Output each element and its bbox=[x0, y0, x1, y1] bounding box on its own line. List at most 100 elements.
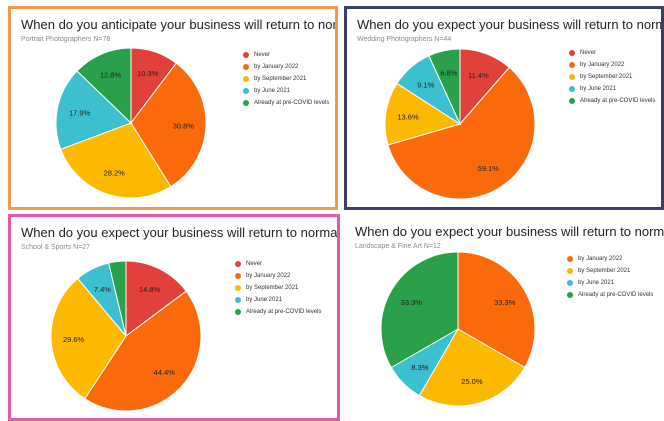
legend-swatch-icon bbox=[567, 292, 573, 298]
legend-item-by-january-2022: by January 2022 bbox=[235, 270, 321, 282]
legend-item-by-september-2021: by September 2021 bbox=[569, 71, 655, 83]
legend-item-never: Never bbox=[235, 258, 321, 270]
pie-slice-already-at-pre-covid-levels bbox=[108, 260, 127, 337]
legend-label: Never bbox=[580, 50, 597, 56]
pie-chart: 10.3% 30.8% 28.2% 17.9% 12.8% bbox=[55, 47, 207, 199]
slice-label: 14.8% bbox=[139, 285, 161, 294]
chart-panel-landscape: When do you expect your business will re… bbox=[344, 214, 664, 421]
legend-swatch-icon bbox=[235, 309, 241, 315]
chart-subtitle: Wedding Photographers N=44 bbox=[357, 36, 452, 43]
legend-swatch-icon bbox=[567, 268, 573, 274]
legend-label: Already at pre-COVID levels bbox=[246, 309, 322, 315]
legend-label: by September 2021 bbox=[578, 268, 631, 274]
legend-swatch-icon bbox=[569, 86, 575, 92]
pie-slice-by-january-2022 bbox=[387, 66, 536, 200]
legend-item-by-january-2022: by January 2022 bbox=[569, 59, 655, 71]
legend-item-by-september-2021: by September 2021 bbox=[243, 73, 329, 85]
legend-swatch-icon bbox=[243, 64, 249, 70]
legend-item-never: Never bbox=[243, 49, 329, 61]
legend-swatch-icon bbox=[569, 98, 575, 104]
legend-label: by September 2021 bbox=[580, 74, 633, 80]
pie-chart: 11.4% 59.1% 13.6% 9.1% 6.8% bbox=[384, 48, 536, 200]
slice-label: 7.4% bbox=[94, 285, 111, 294]
legend-item-by-september-2021: by September 2021 bbox=[235, 282, 321, 294]
legend: by January 2022 by September 2021 by June … bbox=[567, 253, 653, 301]
slice-label: 8.3% bbox=[411, 363, 428, 372]
legend-label: by January 2022 bbox=[578, 256, 623, 262]
pie-chart: 33.3% 25.0% 8.3% 33.3% bbox=[380, 251, 536, 407]
pie-slice-by-january-2022 bbox=[457, 251, 536, 369]
slice-label: 59.1% bbox=[478, 164, 500, 173]
legend-item-already-at-pre-covid-levels: Already at pre-COVID levels bbox=[567, 289, 653, 301]
slice-label: 25.0% bbox=[461, 377, 483, 386]
slice-label: 13.6% bbox=[397, 112, 419, 121]
pie-chart: 14.8% 44.4% 29.6% 7.4% bbox=[50, 260, 202, 412]
legend: Never by January 2022 by September 2021 by … bbox=[235, 258, 321, 318]
legend-swatch-icon bbox=[569, 74, 575, 80]
chart-subtitle: School & Sports N=27 bbox=[21, 244, 91, 251]
chart-panel-wedding: When do you expect your business will re… bbox=[344, 6, 664, 210]
legend-item-already-at-pre-covid-levels: Already at pre-COVID levels bbox=[569, 95, 655, 107]
pie-slice-never bbox=[125, 260, 187, 337]
legend: Never by January 2022 by September 2021 by … bbox=[243, 49, 329, 109]
pie-slice-already-at-pre-covid-levels bbox=[380, 251, 459, 369]
legend-item-by-january-2022: by January 2022 bbox=[567, 253, 653, 265]
chart-subtitle: Landscape & Fine Art N=12 bbox=[355, 243, 441, 250]
slice-label: 9.1% bbox=[417, 80, 434, 89]
chart-panel-school-sports: When do you expect your business will re… bbox=[8, 214, 340, 421]
legend-swatch-icon bbox=[243, 88, 249, 94]
legend-label: by June 2021 bbox=[578, 280, 615, 286]
chart-subtitle: Portrait Photographers N=78 bbox=[21, 36, 111, 43]
legend-label: by September 2021 bbox=[246, 285, 299, 291]
chart-panel-portrait: When do you anticipate your business wil… bbox=[8, 6, 338, 210]
legend-item-by-september-2021: by September 2021 bbox=[567, 265, 653, 277]
slice-label: 30.8% bbox=[173, 121, 195, 130]
legend-item-by-june-2021: by June 2021 bbox=[567, 277, 653, 289]
pie-slice-by-september-2021 bbox=[418, 328, 526, 407]
legend-label: by September 2021 bbox=[254, 76, 307, 82]
legend-swatch-icon bbox=[567, 280, 573, 286]
slice-label: 33.3% bbox=[401, 298, 423, 307]
legend-swatch-icon bbox=[235, 261, 241, 267]
slice-label: 17.9% bbox=[69, 108, 91, 117]
legend-item-never: Never bbox=[569, 47, 655, 59]
legend-swatch-icon bbox=[569, 62, 575, 68]
chart-title: When do you expect your business will re… bbox=[355, 224, 664, 239]
slice-label: 44.4% bbox=[154, 368, 176, 377]
slice-label: 33.3% bbox=[494, 298, 516, 307]
slice-label: 28.2% bbox=[104, 169, 126, 178]
legend-label: by January 2022 bbox=[580, 62, 625, 68]
legend-swatch-icon bbox=[567, 256, 573, 262]
slice-label: 11.4% bbox=[468, 71, 489, 80]
legend-label: by June 2021 bbox=[246, 297, 283, 303]
pie-slice-by-september-2021 bbox=[60, 122, 172, 199]
pie-slice-by-september-2021 bbox=[50, 277, 127, 400]
legend-label: Already at pre-COVID levels bbox=[254, 100, 330, 106]
chart-title: When do you anticipate your business wil… bbox=[21, 17, 338, 32]
legend-item-by-june-2021: by June 2021 bbox=[243, 85, 329, 97]
legend-swatch-icon bbox=[235, 285, 241, 291]
legend-item-already-at-pre-covid-levels: Already at pre-COVID levels bbox=[235, 306, 321, 318]
slice-label: 10.3% bbox=[137, 69, 159, 78]
pie-slice-already-at-pre-covid-levels bbox=[76, 47, 132, 125]
pie-slice-by-january-2022 bbox=[84, 290, 202, 412]
chart-title: When do you expect your business will re… bbox=[21, 225, 340, 240]
legend-label: Already at pre-COVID levels bbox=[580, 98, 656, 104]
pie-slice-already-at-pre-covid-levels bbox=[428, 48, 461, 125]
pie-slice-by-september-2021 bbox=[384, 82, 462, 146]
legend-item-by-june-2021: by June 2021 bbox=[569, 83, 655, 95]
chart-title: When do you expect your business will re… bbox=[357, 17, 664, 32]
legend-swatch-icon bbox=[235, 273, 241, 279]
legend-swatch-icon bbox=[235, 297, 241, 303]
legend-item-by-january-2022: by January 2022 bbox=[243, 61, 329, 73]
legend-swatch-icon bbox=[243, 76, 249, 82]
slice-label: 6.8% bbox=[440, 69, 457, 78]
legend-swatch-icon bbox=[243, 100, 249, 106]
legend-label: by June 2021 bbox=[254, 88, 291, 94]
pie-slice-by-june-2021 bbox=[55, 70, 132, 150]
legend-swatch-icon bbox=[243, 52, 249, 58]
legend-label: by January 2022 bbox=[246, 273, 291, 279]
slice-label: 29.6% bbox=[63, 335, 85, 344]
slice-label: 12.8% bbox=[100, 71, 122, 80]
legend-item-by-june-2021: by June 2021 bbox=[235, 294, 321, 306]
